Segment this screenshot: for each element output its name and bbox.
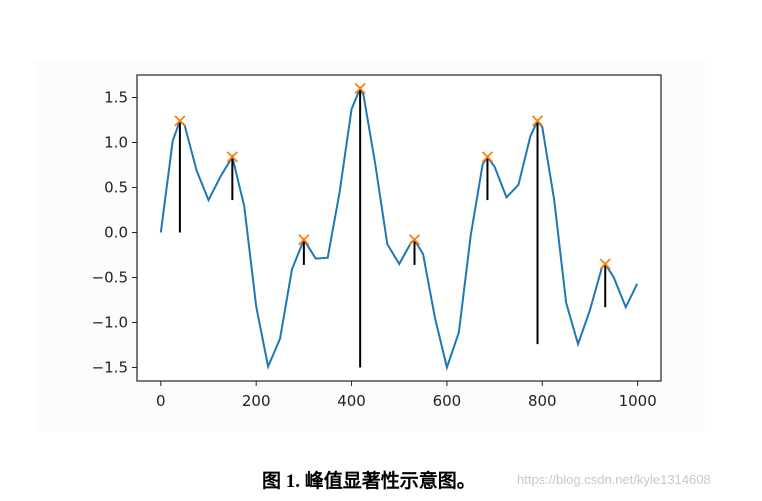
caption: 图 1. 峰值显著性示意图。	[262, 471, 476, 492]
x-tick-label: 600	[433, 392, 462, 410]
x-tick-label: 400	[337, 392, 366, 410]
x-tick-label: 200	[242, 392, 271, 410]
plot-frame	[136, 74, 662, 382]
peak-marker	[298, 234, 310, 246]
x-tick-label: 0	[156, 392, 166, 410]
peak-marker	[174, 115, 186, 127]
y-tick-label: −1.0	[92, 314, 128, 332]
peak-marker	[408, 234, 421, 246]
watermark: https://blog.csdn.net/kyle1314608	[517, 472, 711, 487]
peak-marker	[531, 115, 544, 127]
x-tick-label: 1000	[619, 392, 657, 410]
x-tick-label: 800	[528, 392, 557, 410]
peak-marker	[226, 151, 238, 163]
chart: 0 200 400 600 800 1000 1.5 1.0 0.5 0.0 −0.5 −1.0 −1.…	[91, 74, 662, 410]
y-tick-label: 0.0	[104, 224, 128, 242]
peak-marker	[354, 82, 366, 95]
y-tick-label: 1.0	[104, 134, 128, 152]
peak-marker	[599, 258, 611, 270]
y-tick-label: −1.5	[92, 359, 128, 377]
caption-bar: 图 1. 峰值显著性示意图。 https://blog.csdn.net/kyl…	[0, 462, 762, 498]
y-tick-label: −0.5	[92, 269, 128, 287]
peak-marker	[481, 151, 494, 163]
y-tick-label: 1.5	[104, 89, 128, 107]
y-tick-label: 0.5	[104, 179, 128, 197]
